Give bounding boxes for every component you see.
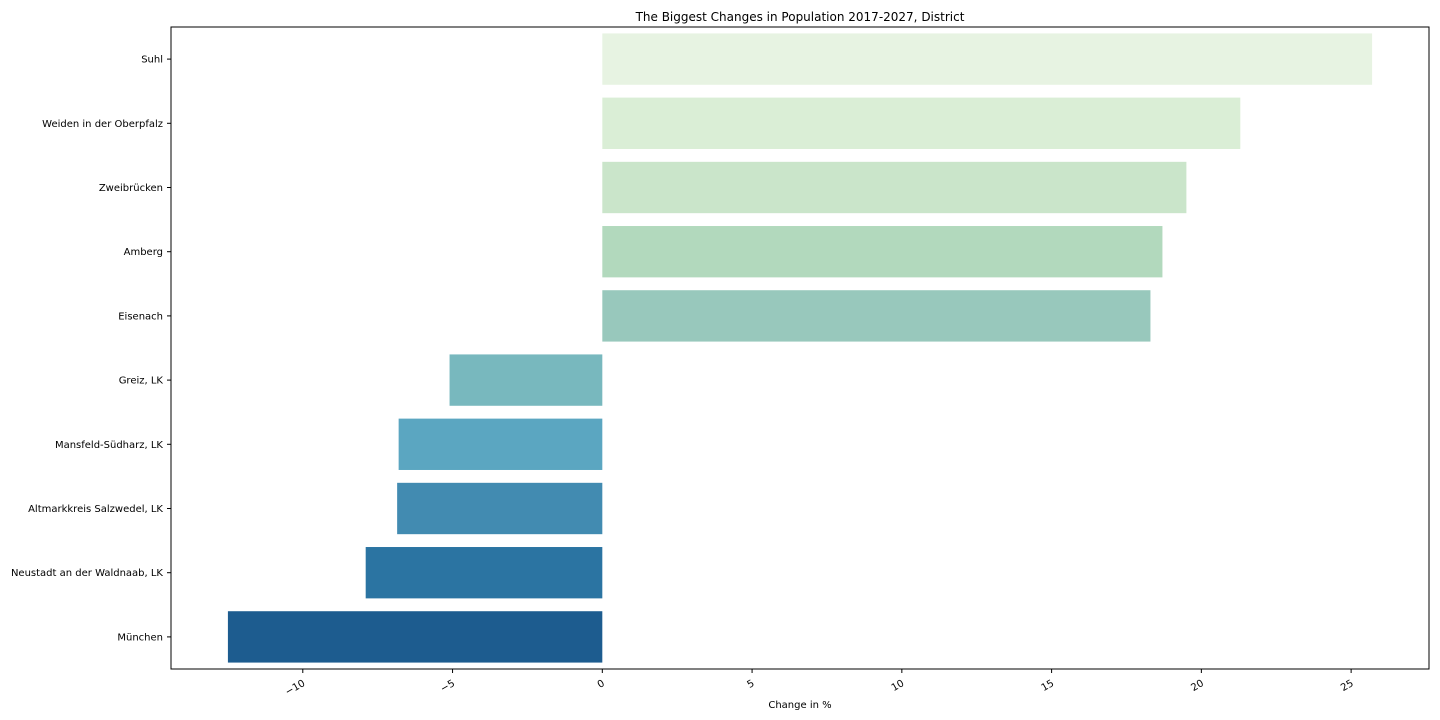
x-tick-label: 15 [1040, 678, 1057, 694]
bar-6 [398, 418, 603, 470]
x-axis-label: Change in % [768, 700, 831, 711]
y-tick-label: Amberg [124, 247, 163, 258]
y-tick-label: Zweibrücken [99, 183, 163, 194]
bar-9 [227, 611, 603, 663]
bar-7 [397, 482, 603, 535]
bar-3 [602, 226, 1163, 278]
chart-title: The Biggest Changes in Population 2017-2… [635, 10, 965, 24]
plot-frame [170, 26, 1430, 670]
x-tick-label: 25 [1339, 678, 1356, 694]
bar-2 [602, 161, 1187, 214]
x-tick-label: 5 [746, 678, 757, 691]
x-tick-label: −10 [284, 678, 308, 698]
x-tick-label: −5 [439, 678, 457, 695]
x-tick-label: 0 [596, 678, 607, 691]
y-tick-label: München [117, 632, 163, 643]
x-axis-ticks: −10 −5 0 5 10 15 20 25 [284, 669, 1356, 698]
bars-group [227, 33, 1373, 663]
y-tick-label: Weiden in der Oberpfalz [42, 119, 163, 130]
bar-0 [602, 33, 1373, 85]
y-tick-label: Mansfeld-Südharz, LK [55, 440, 163, 451]
y-axis-ticks: Suhl Weiden in der Oberpfalz Zweibrücken Am… [11, 55, 171, 643]
x-tick-label: 20 [1189, 678, 1206, 694]
y-tick-label: Greiz, LK [119, 376, 164, 387]
y-tick-label: Neustadt an der Waldnaab, LK [11, 568, 163, 579]
y-tick-label: Altmarkkreis Salzwedel, LK [28, 504, 163, 515]
bar-1 [602, 97, 1241, 149]
y-tick-label: Suhl [141, 55, 163, 66]
bar-4 [602, 290, 1151, 342]
y-tick-label: Eisenach [118, 311, 163, 322]
bar-5 [449, 354, 603, 406]
x-tick-label: 10 [890, 678, 907, 694]
bar-8 [365, 547, 603, 599]
